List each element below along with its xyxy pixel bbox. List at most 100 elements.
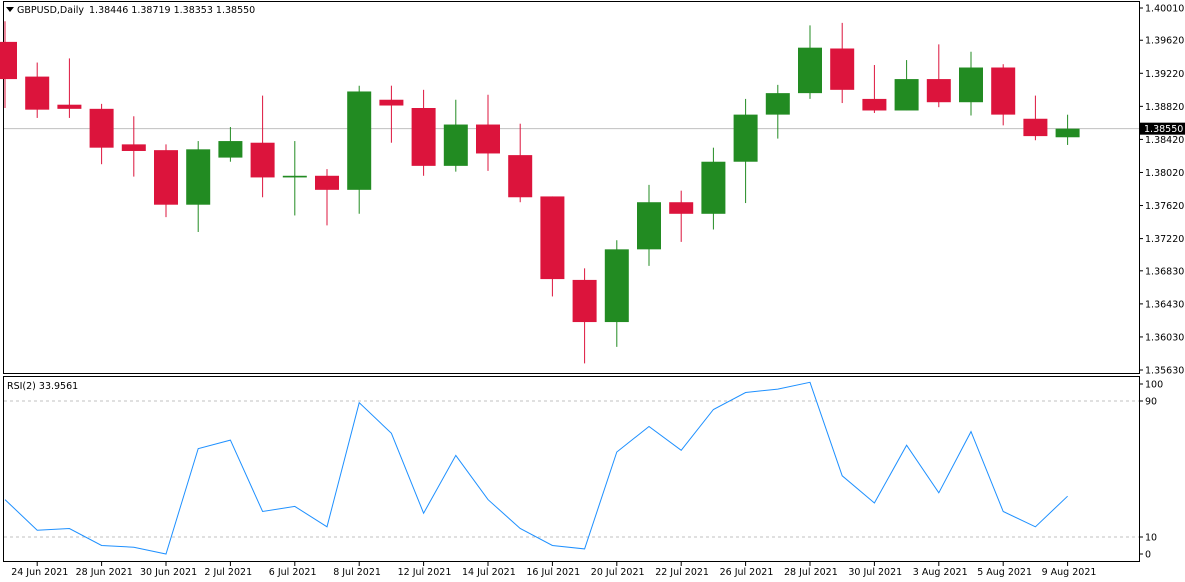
candle-body xyxy=(508,155,533,198)
candle-body xyxy=(1055,128,1080,138)
rsi-line xyxy=(4,381,1068,555)
rsi-tick-label: 90 xyxy=(1145,397,1157,408)
candle xyxy=(315,169,339,226)
symbol-label: GBPUSD,Daily xyxy=(17,5,84,16)
candle xyxy=(89,103,114,165)
candle xyxy=(282,141,307,216)
candle xyxy=(186,141,211,232)
price-tick-label: 1.39620 xyxy=(1145,36,1184,47)
candle xyxy=(637,184,661,266)
candle xyxy=(926,44,951,108)
date-tick-label: 8 Jul 2021 xyxy=(333,567,381,578)
candle-body xyxy=(572,279,597,323)
candle xyxy=(25,62,50,118)
candle xyxy=(347,85,372,214)
date-tick-label: 20 Jul 2021 xyxy=(591,567,645,578)
price-tick-label: 1.37220 xyxy=(1145,234,1184,245)
current-price-label: 1.38550 xyxy=(1144,124,1183,135)
price-tick-label: 1.38020 xyxy=(1145,168,1184,179)
candle-body xyxy=(894,79,919,111)
candle-body xyxy=(250,142,275,178)
candle xyxy=(894,60,919,111)
candle xyxy=(604,240,629,347)
date-tick-label: 2 Jul 2021 xyxy=(204,567,252,578)
candle-body xyxy=(830,48,855,90)
candle xyxy=(121,116,146,177)
candle xyxy=(218,127,243,162)
date-tick-label: 5 Aug 2021 xyxy=(977,567,1032,578)
date-axis: 24 Jun 2021 28 Jun 2021 30 Jun 2021 2 Jul 2… xyxy=(11,562,1096,578)
candle-body xyxy=(411,108,436,166)
date-tick-label: 28 Jun 2021 xyxy=(76,567,133,578)
date-tick-label: 28 Jul 2021 xyxy=(784,567,838,578)
date-tick-label: 12 Jul 2021 xyxy=(398,567,452,578)
candle-body xyxy=(637,202,661,250)
date-tick-label: 30 Jun 2021 xyxy=(140,567,197,578)
candle-body xyxy=(443,124,468,166)
price-tick-label: 1.36830 xyxy=(1145,266,1184,277)
candle-body xyxy=(154,150,178,205)
candle xyxy=(862,65,887,113)
price-tick-label: 1.35630 xyxy=(1145,366,1184,377)
candle-body xyxy=(57,104,82,109)
candle xyxy=(476,94,500,171)
candle-body xyxy=(669,202,694,214)
candle-body xyxy=(379,99,404,106)
price-tick-label: 1.38820 xyxy=(1145,102,1184,113)
candle xyxy=(508,123,533,203)
candle-body xyxy=(186,149,211,205)
candle-body xyxy=(733,114,758,162)
candle xyxy=(733,98,758,204)
candle xyxy=(540,196,565,297)
candle-body xyxy=(315,175,339,190)
candle xyxy=(154,144,178,218)
candle-body xyxy=(121,144,146,151)
candle xyxy=(959,51,983,116)
candle xyxy=(830,22,855,104)
ohlc-label: 1.38446 1.38719 1.38353 1.38550 xyxy=(89,5,255,16)
price-tick-label: 1.36030 xyxy=(1145,332,1184,343)
symbol-menu-triangle-icon[interactable] xyxy=(6,7,14,12)
rsi-tick-label: 0 xyxy=(1145,550,1151,561)
candle xyxy=(443,99,468,172)
price-axis: 1.40010 1.39620 1.39220 1.38820 1.38420 1.380… xyxy=(1139,4,1184,377)
date-tick-label: 9 Aug 2021 xyxy=(1042,567,1097,578)
candle-body xyxy=(959,67,983,103)
candle-body xyxy=(25,76,50,110)
price-tick-label: 1.36430 xyxy=(1145,299,1184,310)
candle xyxy=(411,89,436,176)
date-tick-label: 14 Jul 2021 xyxy=(462,567,516,578)
candle xyxy=(572,268,597,364)
candle xyxy=(0,21,17,109)
candle-body xyxy=(347,91,372,190)
price-tick-label: 1.40010 xyxy=(1145,4,1184,15)
candle xyxy=(1023,95,1048,141)
rsi-tick-label: 100 xyxy=(1145,380,1163,391)
price-tick-label: 1.37620 xyxy=(1145,201,1184,212)
candle xyxy=(765,84,790,139)
candle-body xyxy=(798,47,822,94)
candle-body xyxy=(862,98,887,111)
candle xyxy=(57,58,82,118)
candle xyxy=(250,95,275,198)
price-tick-label: 1.38420 xyxy=(1145,135,1184,146)
candle xyxy=(991,64,1016,126)
price-tick-label: 1.39220 xyxy=(1145,69,1184,80)
candle xyxy=(701,147,726,230)
candle xyxy=(798,25,822,99)
candle-body xyxy=(218,141,243,158)
candle-body xyxy=(540,196,565,280)
candle-body xyxy=(604,249,629,323)
candles xyxy=(0,21,1080,364)
date-tick-label: 6 Jul 2021 xyxy=(269,567,317,578)
candle-body xyxy=(765,93,790,115)
candle-body xyxy=(0,41,17,80)
date-tick-label: 3 Aug 2021 xyxy=(913,567,968,578)
candle-body xyxy=(991,67,1016,115)
date-tick-label: 26 Jul 2021 xyxy=(720,567,774,578)
candle-body xyxy=(282,175,307,178)
candle-body xyxy=(1023,118,1048,137)
current-price-box xyxy=(1140,122,1185,135)
